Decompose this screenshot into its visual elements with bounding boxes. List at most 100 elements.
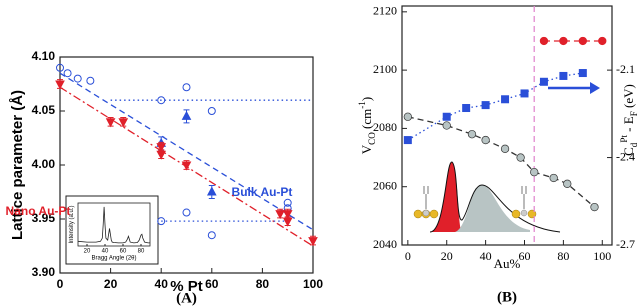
series-line: [77, 206, 150, 244]
marker: [462, 104, 471, 113]
label-part: (cm: [359, 109, 374, 132]
marker: [520, 89, 529, 98]
marker: [501, 95, 510, 104]
y-tick-label: 2080: [373, 120, 397, 134]
marker: [442, 112, 451, 121]
label-part: Pt: [619, 135, 629, 143]
marker: [157, 217, 166, 226]
y-axis-label: Intensity (a.u.): [69, 205, 75, 243]
plot-frame: [77, 202, 151, 247]
label-part: CO: [367, 132, 377, 145]
x-axis-label: Bragg Angle (2θ): [91, 256, 136, 262]
y-tick-label: 2040: [373, 237, 397, 251]
y-tick-label: 4.05: [32, 103, 56, 117]
marker: [156, 143, 167, 153]
marker: [308, 237, 318, 247]
x-tick-label: 100: [303, 277, 323, 291]
label-part: ): [359, 97, 374, 101]
marker: [105, 118, 116, 128]
marker: [500, 144, 510, 153]
marker: [442, 121, 451, 130]
x-tick-label: 80: [557, 249, 569, 263]
x-tick-label: 20: [441, 249, 453, 263]
y-tick-label: 2120: [373, 4, 397, 18]
marker: [182, 208, 191, 217]
marker: [539, 77, 548, 86]
x-tick-label: 40: [480, 249, 492, 263]
marker: [181, 161, 192, 171]
marker: [403, 112, 412, 121]
marker: [157, 96, 166, 105]
label-part: V: [359, 144, 374, 154]
marker: [516, 153, 525, 162]
x-tick-label: 60: [205, 277, 219, 291]
marker: [207, 231, 216, 240]
marker: [598, 36, 607, 46]
panel-label: (A): [176, 290, 197, 306]
marker: [530, 167, 539, 177]
x-tick-label: 20: [104, 277, 118, 291]
marker: [181, 110, 192, 120]
x-axis-label: Au%: [494, 256, 521, 271]
marker: [578, 69, 587, 78]
panel: 0 20 40 60 80 10020402060208021002120-2.7-2.4…: [357, 4, 638, 306]
label-part: d: [629, 142, 638, 147]
x-tick-label: 60: [120, 249, 127, 255]
y-axis-label: Lattice parameter (Å): [9, 90, 26, 240]
panel-label: (B): [497, 289, 517, 305]
label-part: - E: [621, 116, 636, 135]
marker: [403, 136, 412, 145]
x-tick-label: 80: [138, 249, 145, 255]
x-tick-label: 40: [102, 249, 109, 255]
marker: [282, 217, 293, 227]
arrow-head: [590, 82, 600, 94]
x-axis-label: % Pt: [170, 278, 203, 295]
label-part: (eV): [621, 84, 636, 111]
x-tick-label: 100: [593, 249, 611, 263]
y-tick-label: 3.95: [32, 211, 56, 225]
y2-tick-label: -2.4: [616, 149, 635, 163]
y2-tick-label: -2.1: [616, 62, 635, 76]
x-tick-label: 20: [84, 249, 91, 255]
label-part: C: [621, 147, 636, 156]
marker: [275, 210, 285, 220]
marker: [207, 107, 216, 115]
profile: [429, 161, 561, 233]
marker: [283, 198, 292, 207]
marker: [282, 210, 293, 220]
marker: [549, 173, 558, 183]
inset-frame: [65, 195, 159, 265]
y-tick-label: 3.90: [32, 265, 56, 279]
red-peak: [430, 161, 462, 232]
marker: [63, 69, 72, 78]
label-part: Intensity (a.u.): [69, 205, 75, 243]
y-axis-label: VCO (cm-1): [357, 97, 377, 154]
x-tick-label: 40: [155, 277, 169, 291]
y2-tick-label: -2.7: [616, 237, 635, 251]
marker: [206, 186, 217, 196]
y-tick-label: 2060: [373, 178, 397, 192]
schematic: [413, 82, 600, 233]
marker: [563, 179, 572, 188]
marker: [467, 130, 477, 139]
gray-peak: [455, 185, 530, 232]
x-tick-label: 80: [256, 277, 270, 291]
pt-atom: [520, 209, 528, 217]
series-line: [407, 116, 595, 208]
label-part: Lattice parameter (Å): [9, 90, 26, 240]
marker: [481, 135, 490, 145]
y-tick-label: 4.10: [32, 49, 56, 63]
label-part: -1: [357, 101, 367, 109]
plot-frame: [401, 5, 613, 246]
marker: [539, 36, 549, 46]
y-tick-label: 4.00: [32, 157, 56, 171]
marker: [559, 36, 568, 46]
marker: [118, 118, 129, 128]
marker: [182, 83, 191, 92]
marker: [73, 74, 82, 83]
marker: [481, 101, 490, 110]
series-line: [407, 72, 583, 141]
marker: [86, 76, 95, 85]
annotation: Nano Au-Pt: [6, 204, 71, 218]
